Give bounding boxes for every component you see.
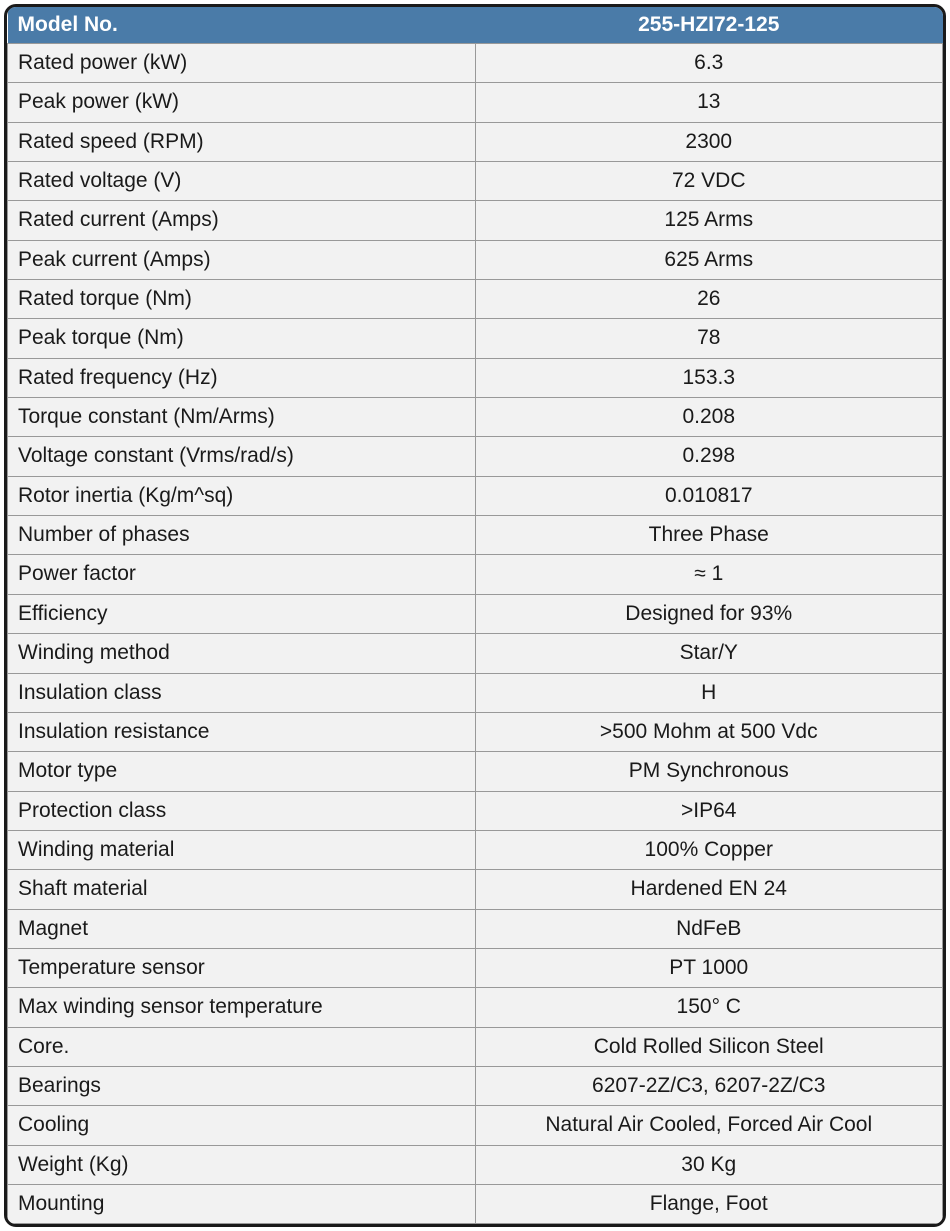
table-header-row: Model No. 255-HZI72-125 <box>8 7 943 44</box>
table-row: Rated torque (Nm)26 <box>8 280 943 319</box>
spec-value: Natural Air Cooled, Forced Air Cool <box>475 1106 943 1145</box>
spec-value: 13 <box>475 83 943 122</box>
spec-label: Weight (Kg) <box>8 1145 476 1184</box>
spec-value: PM Synchronous <box>475 752 943 791</box>
spec-label: Shaft material <box>8 870 476 909</box>
table-row: Insulation classH <box>8 673 943 712</box>
spec-label: Rated speed (RPM) <box>8 122 476 161</box>
spec-label: Winding method <box>8 634 476 673</box>
spec-label: Temperature sensor <box>8 948 476 987</box>
table-row: MagnetNdFeB <box>8 909 943 948</box>
spec-label: Rated torque (Nm) <box>8 280 476 319</box>
table-row: Power factor≈ 1 <box>8 555 943 594</box>
spec-value: 2300 <box>475 122 943 161</box>
spec-label: Torque constant (Nm/Arms) <box>8 398 476 437</box>
spec-value: 100% Copper <box>475 830 943 869</box>
table-row: Voltage constant (Vrms/rad/s)0.298 <box>8 437 943 476</box>
spec-label: Peak power (kW) <box>8 83 476 122</box>
spec-value: Hardened EN 24 <box>475 870 943 909</box>
spec-label: Rated voltage (V) <box>8 162 476 201</box>
table-row: Rated power (kW)6.3 <box>8 44 943 83</box>
spec-value: 30 Kg <box>475 1145 943 1184</box>
table-row: MountingFlange, Foot <box>8 1184 943 1223</box>
spec-label: Rated current (Amps) <box>8 201 476 240</box>
spec-table-container: Model No. 255-HZI72-125 Rated power (kW)… <box>4 4 946 1227</box>
spec-value: >IP64 <box>475 791 943 830</box>
table-row: Torque constant (Nm/Arms)0.208 <box>8 398 943 437</box>
header-model-no: Model No. <box>8 7 476 44</box>
spec-label: Number of phases <box>8 516 476 555</box>
table-row: Rated speed (RPM)2300 <box>8 122 943 161</box>
spec-label: Rated power (kW) <box>8 44 476 83</box>
spec-label: Mounting <box>8 1184 476 1223</box>
spec-label: Core. <box>8 1027 476 1066</box>
spec-value: NdFeB <box>475 909 943 948</box>
spec-value: Three Phase <box>475 516 943 555</box>
spec-value: 0.298 <box>475 437 943 476</box>
spec-label: Power factor <box>8 555 476 594</box>
spec-value: 78 <box>475 319 943 358</box>
spec-label: Winding material <box>8 830 476 869</box>
spec-value: Flange, Foot <box>475 1184 943 1223</box>
spec-value: 153.3 <box>475 358 943 397</box>
spec-table: Model No. 255-HZI72-125 Rated power (kW)… <box>7 7 943 1224</box>
spec-label: Rated frequency (Hz) <box>8 358 476 397</box>
table-row: Bearings6207-2Z/C3, 6207-2Z/C3 <box>8 1066 943 1105</box>
table-row: Rotor inertia (Kg/m^sq)0.010817 <box>8 476 943 515</box>
spec-label: Peak torque (Nm) <box>8 319 476 358</box>
table-row: Insulation resistance>500 Mohm at 500 Vd… <box>8 712 943 751</box>
spec-label: Insulation class <box>8 673 476 712</box>
spec-label: Efficiency <box>8 594 476 633</box>
spec-value: 6207-2Z/C3, 6207-2Z/C3 <box>475 1066 943 1105</box>
table-row: Max winding sensor temperature150° C <box>8 988 943 1027</box>
spec-label: Protection class <box>8 791 476 830</box>
spec-label: Magnet <box>8 909 476 948</box>
spec-value: Designed for 93% <box>475 594 943 633</box>
spec-value: 72 VDC <box>475 162 943 201</box>
spec-value: ≈ 1 <box>475 555 943 594</box>
table-row: Peak power (kW)13 <box>8 83 943 122</box>
table-row: Peak current (Amps)625 Arms <box>8 240 943 279</box>
header-model-value: 255-HZI72-125 <box>475 7 943 44</box>
table-row: Winding methodStar/Y <box>8 634 943 673</box>
table-row: Temperature sensorPT 1000 <box>8 948 943 987</box>
table-row: Motor typePM Synchronous <box>8 752 943 791</box>
table-row: Rated voltage (V)72 VDC <box>8 162 943 201</box>
spec-value: >500 Mohm at 500 Vdc <box>475 712 943 751</box>
spec-label: Cooling <box>8 1106 476 1145</box>
spec-value: H <box>475 673 943 712</box>
spec-label: Peak current (Amps) <box>8 240 476 279</box>
table-row: Winding material100% Copper <box>8 830 943 869</box>
spec-value: 6.3 <box>475 44 943 83</box>
spec-value: 625 Arms <box>475 240 943 279</box>
spec-value: Cold Rolled Silicon Steel <box>475 1027 943 1066</box>
table-row: Peak torque (Nm)78 <box>8 319 943 358</box>
spec-value: Star/Y <box>475 634 943 673</box>
table-row: Core.Cold Rolled Silicon Steel <box>8 1027 943 1066</box>
spec-label: Motor type <box>8 752 476 791</box>
spec-value: 26 <box>475 280 943 319</box>
table-row: Weight (Kg)30 Kg <box>8 1145 943 1184</box>
table-row: Rated frequency (Hz)153.3 <box>8 358 943 397</box>
table-row: EfficiencyDesigned for 93% <box>8 594 943 633</box>
table-row: Shaft materialHardened EN 24 <box>8 870 943 909</box>
table-body: Rated power (kW)6.3Peak power (kW)13Rate… <box>8 44 943 1224</box>
spec-label: Bearings <box>8 1066 476 1105</box>
spec-value: 0.010817 <box>475 476 943 515</box>
spec-value: 0.208 <box>475 398 943 437</box>
table-row: Rated current (Amps)125 Arms <box>8 201 943 240</box>
spec-label: Voltage constant (Vrms/rad/s) <box>8 437 476 476</box>
spec-value: PT 1000 <box>475 948 943 987</box>
table-row: CoolingNatural Air Cooled, Forced Air Co… <box>8 1106 943 1145</box>
table-row: Number of phasesThree Phase <box>8 516 943 555</box>
spec-label: Insulation resistance <box>8 712 476 751</box>
spec-value: 150° C <box>475 988 943 1027</box>
spec-label: Max winding sensor temperature <box>8 988 476 1027</box>
spec-value: 125 Arms <box>475 201 943 240</box>
spec-label: Rotor inertia (Kg/m^sq) <box>8 476 476 515</box>
table-row: Protection class>IP64 <box>8 791 943 830</box>
